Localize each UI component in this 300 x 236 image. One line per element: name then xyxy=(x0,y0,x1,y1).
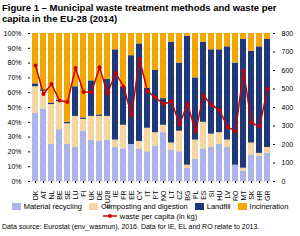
svg-text:EE: EE xyxy=(128,190,135,200)
svg-text:PL: PL xyxy=(192,190,199,199)
svg-text:GR: GR xyxy=(264,190,271,201)
svg-text:EU28: EU28 xyxy=(104,190,111,208)
svg-text:500: 500 xyxy=(282,85,294,92)
svg-text:SI: SI xyxy=(208,190,215,197)
svg-text:0%: 0% xyxy=(11,178,21,185)
svg-text:100: 100 xyxy=(282,159,294,166)
svg-text:IE: IE xyxy=(112,190,119,197)
svg-text:DE: DE xyxy=(96,190,103,200)
svg-text:NL: NL xyxy=(48,190,55,199)
svg-text:40%: 40% xyxy=(7,118,21,125)
svg-text:30%: 30% xyxy=(7,133,21,140)
svg-text:UK: UK xyxy=(88,190,95,200)
svg-text:MT: MT xyxy=(240,190,247,201)
svg-text:90%: 90% xyxy=(7,44,21,51)
svg-text:20%: 20% xyxy=(7,148,21,155)
svg-text:PT: PT xyxy=(152,190,159,200)
svg-text:IT: IT xyxy=(144,190,151,197)
svg-text:CY: CY xyxy=(136,190,143,200)
svg-text:LV: LV xyxy=(224,190,231,198)
svg-text:ES: ES xyxy=(200,190,207,200)
svg-text:BE: BE xyxy=(56,190,63,200)
svg-text:300: 300 xyxy=(282,122,294,129)
svg-text:HU: HU xyxy=(216,190,223,200)
svg-text:800: 800 xyxy=(282,30,294,37)
svg-text:RO: RO xyxy=(232,190,239,201)
svg-text:FR: FR xyxy=(120,190,127,199)
svg-text:50%: 50% xyxy=(7,104,21,111)
svg-text:60%: 60% xyxy=(7,89,21,96)
svg-text:700: 700 xyxy=(282,48,294,55)
svg-text:0: 0 xyxy=(282,178,286,185)
svg-text:BG: BG xyxy=(184,190,191,200)
svg-text:80%: 80% xyxy=(7,59,21,66)
svg-text:600: 600 xyxy=(282,67,294,74)
svg-text:400: 400 xyxy=(282,104,294,111)
svg-text:SK: SK xyxy=(248,190,255,200)
svg-text:DK: DK xyxy=(32,190,39,200)
svg-text:200: 200 xyxy=(282,141,294,148)
svg-text:10%: 10% xyxy=(7,163,21,170)
svg-text:LT: LT xyxy=(168,190,175,198)
svg-text:NO: NO xyxy=(160,190,167,201)
svg-text:SE: SE xyxy=(64,190,71,200)
svg-text:CZ: CZ xyxy=(176,190,183,200)
svg-text:LU: LU xyxy=(72,190,79,199)
svg-text:70%: 70% xyxy=(7,74,21,81)
svg-text:FI: FI xyxy=(80,190,87,196)
svg-text:100%: 100% xyxy=(4,30,22,37)
svg-text:AT: AT xyxy=(40,190,47,199)
svg-text:HR: HR xyxy=(256,190,263,200)
